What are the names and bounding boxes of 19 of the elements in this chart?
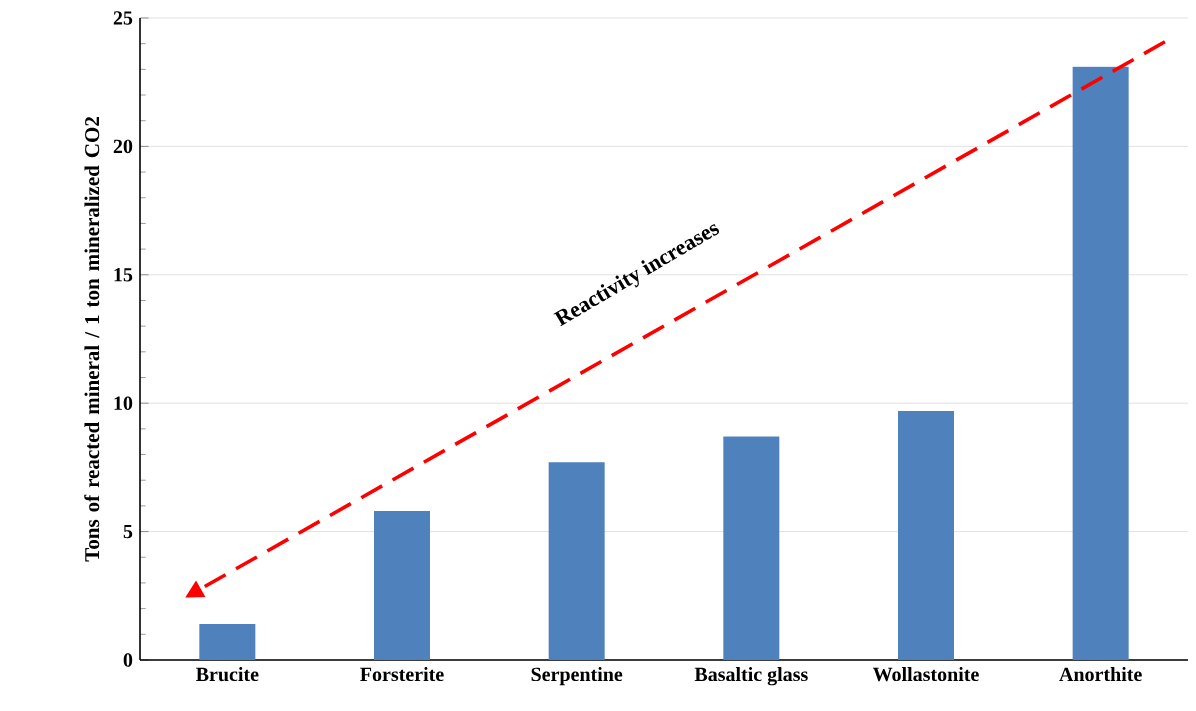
x-tick-label: Basaltic glass — [694, 667, 808, 686]
y-tick-label: 0 — [123, 653, 133, 667]
y-axis-title: Tons of reacted mineral / 1 ton mineralized CO2 — [84, 117, 100, 562]
x-tick-label: Wollastonite — [872, 667, 979, 682]
bar — [1072, 66, 1129, 660]
bar — [199, 624, 256, 660]
bar — [897, 410, 954, 660]
y-tick-label: 10 — [114, 396, 133, 410]
y-tick-label: 15 — [114, 268, 133, 282]
bar — [723, 436, 780, 660]
x-tick-label: Serpentine — [531, 667, 623, 686]
bar — [548, 462, 605, 660]
x-tick-label: Forsterite — [360, 667, 444, 682]
y-tick-label: 20 — [113, 139, 133, 154]
y-tick-label: 25 — [113, 11, 133, 25]
y-tick-label: 5 — [123, 524, 133, 539]
x-tick-label: Brucite — [196, 667, 259, 682]
bar — [374, 511, 430, 660]
x-tick-label: Anorthite — [1059, 667, 1142, 682]
